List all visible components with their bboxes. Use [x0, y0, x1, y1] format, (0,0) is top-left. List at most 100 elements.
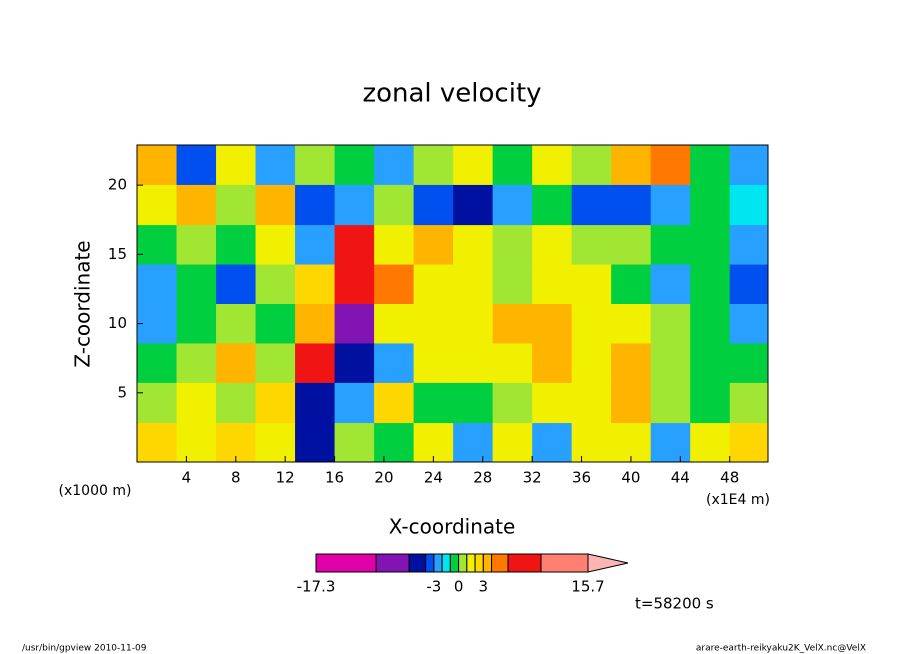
colorbar-segment: [491, 553, 509, 573]
field-cell: [413, 184, 454, 226]
field-cell: [611, 342, 652, 383]
field-cell: [492, 224, 533, 265]
x-tick-label: 32: [523, 469, 542, 487]
field-cell: [255, 224, 296, 265]
field-cell: [611, 303, 652, 344]
y-axis-label: Z-coordinate: [71, 240, 95, 367]
colorbar-tick-label: 0: [454, 578, 464, 596]
field-cell: [532, 264, 573, 304]
colorbar-tick-label: -17.3: [297, 578, 336, 596]
colorbar-tick-label: -3: [426, 578, 441, 596]
field-cell: [650, 264, 691, 304]
field-cell: [453, 303, 494, 344]
colorbar-extend: [587, 553, 629, 573]
field-cell: [729, 145, 769, 185]
field-cell: [729, 264, 769, 304]
field-cell: [295, 303, 336, 344]
field-cell: [492, 264, 533, 304]
field-cell: [690, 342, 731, 383]
field-cell: [690, 264, 731, 304]
field-cell: [334, 422, 375, 463]
field-cell: [374, 382, 415, 424]
field-cell: [571, 145, 612, 185]
field-cell: [255, 303, 296, 344]
field-cell: [255, 264, 296, 304]
field-cell: [295, 422, 336, 463]
colorbar-tick-label: 3: [479, 578, 489, 596]
field-cell: [295, 264, 336, 304]
x-tick-label: 48: [720, 469, 739, 487]
field-cell: [334, 184, 375, 226]
footer-right: arare-earth-reikyaku2K_VelX.nc@VelX: [696, 644, 866, 654]
field-cell: [413, 145, 454, 185]
field-cell: [413, 224, 454, 265]
field-cell: [413, 342, 454, 383]
x-tick-label: 16: [325, 469, 344, 487]
field-cell: [374, 184, 415, 226]
field-cell: [611, 145, 652, 185]
field-cell: [650, 184, 691, 226]
field-cell: [176, 184, 217, 226]
field-cell: [729, 422, 769, 463]
field-cell: [374, 342, 415, 383]
field-cell: [729, 303, 769, 344]
field-cell: [571, 382, 612, 424]
field-cell: [571, 342, 612, 383]
field-cell: [255, 422, 296, 463]
y-tick-label: 5: [117, 383, 127, 401]
colorbar-segment: [466, 553, 476, 573]
field-cell: [137, 145, 178, 185]
field-cell: [334, 342, 375, 383]
field-cell: [374, 224, 415, 265]
field-cell: [532, 145, 573, 185]
field-cell: [216, 145, 257, 185]
field-cell: [216, 342, 257, 383]
field-cell: [611, 184, 652, 226]
field-cell: [374, 145, 415, 185]
x-tick-label: 4: [182, 469, 192, 487]
field-cell: [295, 382, 336, 424]
x-tick-label: 28: [473, 469, 492, 487]
colorbar-segment: [441, 553, 451, 573]
field-cell: [453, 184, 494, 226]
field-cell: [137, 342, 178, 383]
field-cell: [571, 184, 612, 226]
field-cell: [216, 224, 257, 265]
field-cell: [137, 303, 178, 344]
field-cell: [216, 184, 257, 226]
field-cell: [611, 264, 652, 304]
field-cell: [492, 422, 533, 463]
field-cell: [729, 184, 769, 226]
field-cell: [532, 184, 573, 226]
field-cell: [453, 224, 494, 265]
colorbar-tick-label: 15.7: [571, 578, 604, 596]
field-cell: [532, 342, 573, 383]
y-tick-label: 15: [108, 245, 127, 263]
field-cell: [611, 422, 652, 463]
field-cell: [492, 342, 533, 383]
field-cell: [532, 382, 573, 424]
field-cell: [571, 303, 612, 344]
field-cell: [137, 224, 178, 265]
field-cell: [374, 422, 415, 463]
colorbar-segment: [425, 553, 435, 573]
field-cell: [176, 303, 217, 344]
field-cell: [690, 145, 731, 185]
colorbar-segment: [449, 553, 460, 573]
field-cell: [532, 303, 573, 344]
field-cell: [532, 422, 573, 463]
field-cell: [571, 224, 612, 265]
field-cell: [690, 422, 731, 463]
field-cell: [255, 382, 296, 424]
colorbar-segment: [482, 553, 493, 573]
field-cell: [334, 264, 375, 304]
field-cell: [611, 224, 652, 265]
field-cell: [413, 422, 454, 463]
field-cell: [413, 382, 454, 424]
colorbar-segment: [375, 553, 410, 573]
field-cell: [137, 264, 178, 304]
field-cell: [650, 422, 691, 463]
field-cell: [690, 303, 731, 344]
field-cell: [650, 342, 691, 383]
field-cell: [255, 184, 296, 226]
